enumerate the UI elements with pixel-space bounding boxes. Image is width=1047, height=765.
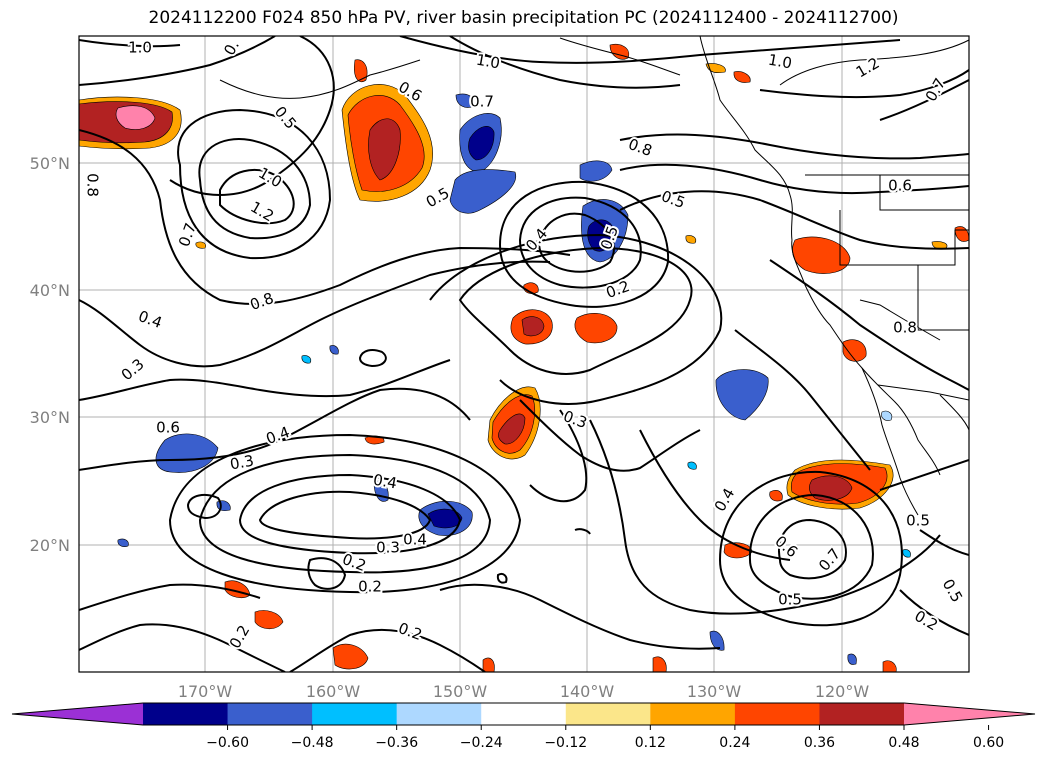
contour-label: 0.2 — [358, 578, 382, 596]
coastlines — [219, 36, 969, 516]
colorbar-tick-label: 0.60 — [973, 735, 1004, 751]
contour-label: 0.8 — [84, 173, 102, 197]
colorbar-extend-high — [904, 703, 1035, 725]
colorbar-tick-label: 0.48 — [888, 735, 919, 751]
colorbar-segment — [819, 703, 905, 725]
colorbar-tick-label: −0.36 — [375, 735, 418, 751]
contour-label: 0.6 — [156, 419, 180, 437]
colorbar-tick-label: 0.36 — [804, 735, 835, 751]
colorbar-tick-label: −0.60 — [206, 735, 249, 751]
colorbar-segment — [396, 703, 482, 725]
colorbar-segment — [227, 703, 313, 725]
map-frame — [78, 35, 970, 673]
colorbar-tick-label: −0.24 — [460, 735, 503, 751]
colorbar-tick-label: 0.24 — [719, 735, 750, 751]
negative-precip-regions — [117, 93, 911, 665]
latitude-tick-labels: 50°N 40°N 30°N 20°N — [30, 154, 70, 555]
colorbar-segment — [481, 703, 567, 725]
map-panel: 1.0 0.1.0 1.0 1.20.70.60.50.70.80.51.01.20.… — [79, 36, 969, 672]
contour-label: 1.0 — [128, 39, 152, 57]
contour-label: 0.5 — [778, 591, 802, 609]
colorbar-extend-low — [12, 703, 143, 725]
contour-label: 0.3 — [376, 539, 400, 557]
colorbar-outline — [11, 702, 1036, 726]
colorbar-segment — [650, 703, 736, 725]
lon-tick-label: 130°W — [687, 682, 742, 701]
pv-contours — [79, 36, 969, 672]
colorbar-tick-label: −0.12 — [544, 735, 587, 751]
lon-tick-label: 140°W — [560, 682, 615, 701]
lon-tick-label: 150°W — [433, 682, 488, 701]
colorbar-segment — [143, 703, 229, 725]
contour-label: 0.7 — [470, 93, 494, 111]
contour-label: 0.4 — [403, 531, 427, 549]
lon-tick-label: 170°W — [178, 682, 233, 701]
colorbar-segment — [312, 703, 398, 725]
lat-tick-label: 30°N — [30, 408, 70, 427]
colorbar: −0.60 −0.48 −0.36 −0.24 −0.12 0.12 0.24 0.36 0.4… — [11, 702, 1036, 751]
colorbar-segment — [565, 703, 651, 725]
lon-tick-label: 120°W — [815, 682, 870, 701]
contour-label: 0.5 — [906, 512, 930, 530]
chart-title: 2024112200 F024 850 hPa PV, river basin … — [148, 8, 899, 28]
positive-precip-regions — [79, 43, 969, 672]
colorbar-segment — [734, 703, 820, 725]
contour-label: 0.8 — [893, 319, 917, 337]
lat-tick-label: 40°N — [30, 281, 70, 300]
longitude-tick-labels: 170°W 160°W 150°W 140°W 130°W 120°W — [178, 682, 870, 701]
colorbar-tick-label: 0.12 — [635, 735, 666, 751]
lat-tick-label: 50°N — [30, 154, 70, 173]
lat-tick-label: 20°N — [30, 536, 70, 555]
colorbar-tick-label: −0.48 — [291, 735, 334, 751]
lon-tick-label: 160°W — [306, 682, 361, 701]
contour-label: 0.6 — [888, 177, 912, 195]
